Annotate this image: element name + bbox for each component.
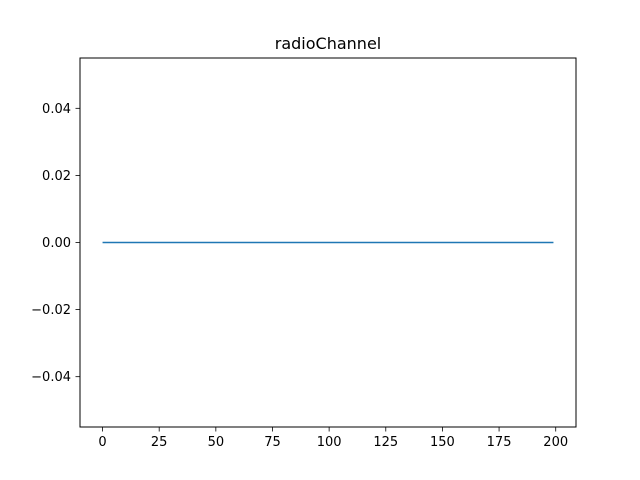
y-tick-label: −0.04 xyxy=(31,370,71,385)
y-tick-label: 0.00 xyxy=(42,236,71,251)
y-tick-label: 0.04 xyxy=(42,102,71,117)
x-tick-label: 0 xyxy=(98,435,106,450)
chart-title: radioChannel xyxy=(275,34,381,53)
x-axis: 0 25 50 75 100 125 150 175 200 xyxy=(98,427,568,450)
x-tick-label: 150 xyxy=(430,435,455,450)
y-axis: −0.04 −0.02 0.00 0.02 0.04 xyxy=(31,102,80,385)
x-tick-label: 25 xyxy=(151,435,168,450)
x-tick-label: 200 xyxy=(543,435,568,450)
x-tick-label: 100 xyxy=(317,435,342,450)
y-tick-label: 0.02 xyxy=(42,169,71,184)
x-tick-label: 75 xyxy=(264,435,281,450)
x-tick-label: 50 xyxy=(208,435,225,450)
x-tick-label: 175 xyxy=(487,435,512,450)
y-tick-label: −0.02 xyxy=(31,303,71,318)
x-tick-label: 125 xyxy=(373,435,398,450)
